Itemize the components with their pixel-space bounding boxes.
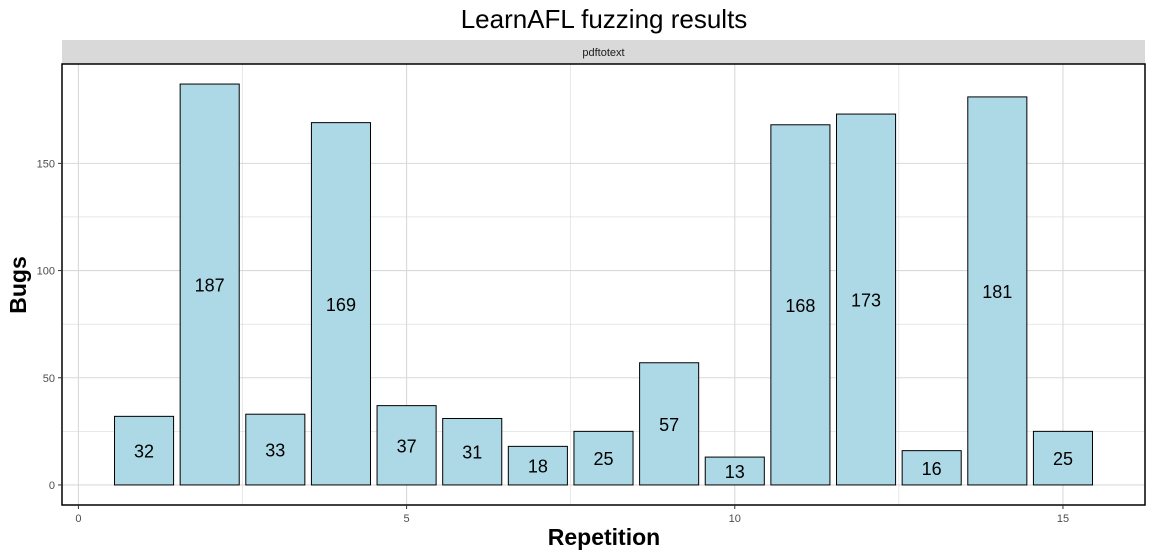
y-axis-ticks: 0 50 100 150 bbox=[37, 158, 62, 492]
facet-strip bbox=[62, 40, 1145, 64]
bar-value-label: 173 bbox=[851, 291, 881, 311]
bar bbox=[901, 450, 962, 486]
bar-value-label: 13 bbox=[725, 462, 745, 482]
x-tick-label: 0 bbox=[75, 513, 81, 525]
y-tick-label: 100 bbox=[37, 266, 55, 278]
bar-value-label: 187 bbox=[195, 276, 225, 296]
bar-value-label: 33 bbox=[265, 441, 285, 461]
facet-strip-label: pdftotext bbox=[582, 47, 624, 59]
x-tick-label: 5 bbox=[404, 513, 410, 525]
bar bbox=[442, 417, 503, 486]
bar bbox=[836, 113, 897, 486]
bar-value-label: 25 bbox=[1053, 449, 1073, 469]
bar-value-label: 32 bbox=[134, 442, 154, 462]
bar bbox=[770, 124, 831, 486]
bar-value-label: 16 bbox=[922, 459, 942, 479]
bar-value-label: 31 bbox=[462, 443, 482, 463]
bar bbox=[704, 456, 765, 486]
bar-value-label: 57 bbox=[659, 415, 679, 435]
bars bbox=[114, 83, 1093, 486]
bar-labels: 32 187 33 169 37 31 18 25 57 13 168 173 16 181 25 bbox=[134, 276, 1073, 483]
bar-value-label: 37 bbox=[397, 436, 417, 456]
bar bbox=[507, 445, 568, 486]
bar bbox=[114, 415, 175, 486]
x-axis-ticks: 0 5 10 15 bbox=[75, 505, 1069, 525]
y-tick-label: 50 bbox=[43, 373, 55, 385]
bar bbox=[310, 122, 371, 486]
x-axis-title: Repetition bbox=[548, 524, 660, 550]
panel-border bbox=[61, 63, 1146, 506]
bar bbox=[1032, 430, 1093, 486]
bar-value-label: 25 bbox=[593, 449, 613, 469]
bar-value-label: 18 bbox=[528, 457, 548, 477]
x-tick-label: 10 bbox=[729, 513, 741, 525]
bar-value-label: 169 bbox=[326, 295, 356, 315]
bar bbox=[639, 362, 700, 486]
x-tick-label: 15 bbox=[1057, 513, 1069, 525]
bar bbox=[967, 96, 1028, 486]
y-axis-title: Bugs bbox=[5, 256, 31, 314]
bar-value-label: 181 bbox=[982, 282, 1012, 302]
y-tick-label: 0 bbox=[49, 480, 55, 492]
bar bbox=[179, 83, 240, 486]
y-tick-label: 150 bbox=[37, 158, 55, 170]
bar-value-label: 168 bbox=[785, 296, 815, 316]
chart-title: LearnAFL fuzzing results bbox=[461, 4, 748, 34]
bar bbox=[376, 405, 437, 486]
bar bbox=[573, 430, 634, 486]
bar bbox=[245, 413, 306, 486]
